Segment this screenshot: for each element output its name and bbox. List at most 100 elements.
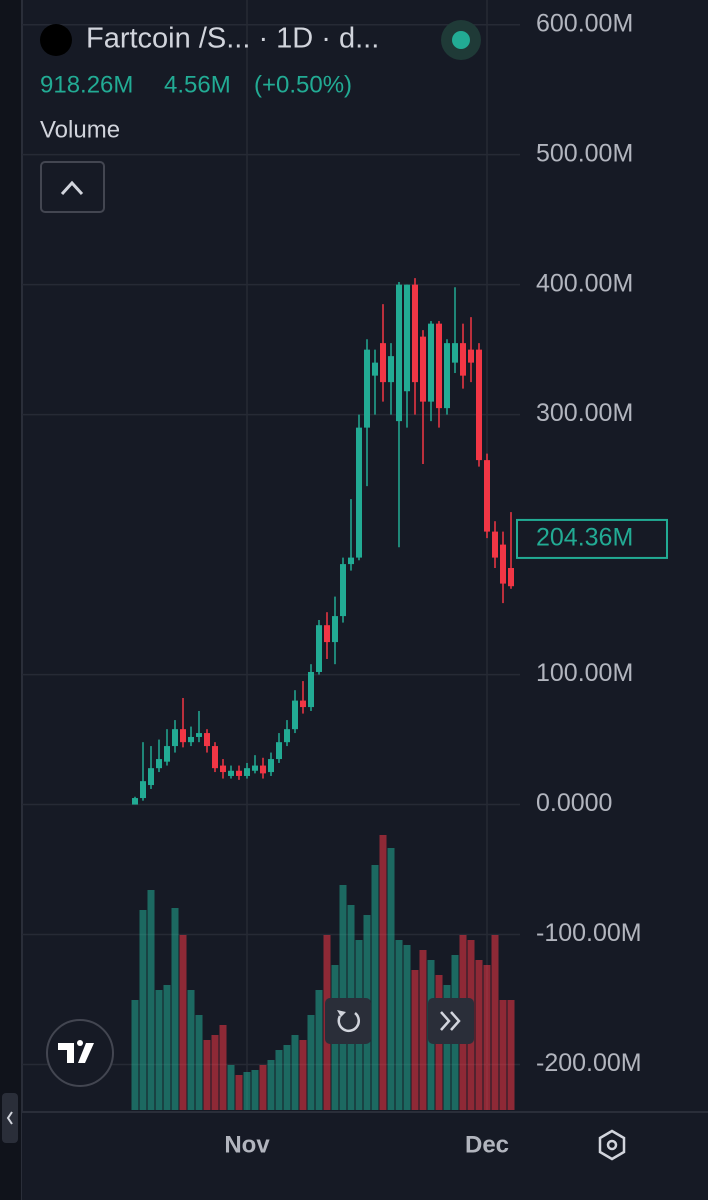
candle-body [276, 742, 282, 760]
candle-body [252, 765, 258, 771]
candle-body [500, 544, 506, 584]
candle-body [444, 343, 450, 409]
coin-icon [40, 24, 72, 56]
volume-bar [235, 1075, 243, 1110]
volume-bar [403, 945, 411, 1110]
volume-bar [147, 890, 155, 1110]
volume-bar [395, 940, 403, 1110]
candle-body [404, 284, 410, 392]
candle-body [412, 284, 418, 383]
candles [132, 278, 514, 805]
volume-bar [259, 1065, 267, 1110]
volume-bar [195, 1015, 203, 1110]
volume-bar [267, 1060, 275, 1110]
volume-bar [491, 935, 499, 1110]
y-tick-label: 500.00M [536, 139, 633, 167]
tv-logo-button[interactable] [46, 1019, 114, 1087]
volume-bar [371, 865, 379, 1110]
candle-body [372, 362, 378, 376]
volume-bar [299, 1040, 307, 1110]
candle-body [228, 770, 234, 776]
candle-body [140, 781, 146, 799]
candle-body [460, 343, 466, 376]
last-price-box [516, 518, 668, 559]
candle-body [268, 759, 274, 773]
candle-body [356, 427, 362, 558]
volume-bar [379, 835, 387, 1110]
volume-bar [171, 908, 179, 1110]
scroll-right-button[interactable] [428, 998, 474, 1044]
volume-bar [219, 1025, 227, 1110]
candle-body [380, 343, 386, 383]
x-axis-area [22, 1113, 708, 1200]
candle-body [316, 625, 322, 672]
tv-logo [58, 1043, 94, 1063]
candle-body [332, 616, 338, 643]
header-change: 4.56M [164, 71, 231, 98]
volume-bar [227, 1065, 235, 1110]
y-tick-label: -100.00M [536, 919, 642, 947]
volume-bar [475, 960, 483, 1110]
candle-body [436, 323, 442, 409]
candle-body [172, 729, 178, 747]
settings-icon-center [606, 1139, 618, 1151]
candle-body [156, 759, 162, 769]
candle-body [452, 343, 458, 363]
y-tick-label: -200.00M [536, 1049, 642, 1077]
volume-bar [307, 1015, 315, 1110]
scroll-right-icon [440, 1011, 461, 1031]
reset-button[interactable] [325, 998, 371, 1044]
y-tick-label: 0.0000 [536, 789, 612, 817]
reset-arrow [337, 1010, 346, 1017]
candle-body [236, 770, 242, 776]
candle-body [492, 531, 498, 558]
axis: -200.00M -100.00M 0.0000 100.00M 300.00M 400.… [516, 9, 668, 1077]
candle-body [476, 349, 482, 461]
candle-body [244, 768, 250, 776]
candle-body [196, 733, 202, 737]
header-value: 918.26M [40, 71, 133, 98]
volume-bar [291, 1035, 299, 1110]
volume-bar [211, 1035, 219, 1110]
status-dot [452, 31, 470, 49]
symbol-title[interactable]: Fartcoin /S... · 1D · d... [86, 23, 379, 55]
grid [22, 0, 520, 1110]
candle-body [324, 625, 330, 643]
volume-bar [155, 990, 163, 1110]
volume-bar [387, 848, 395, 1110]
side-panel-toggle[interactable] [2, 1093, 18, 1143]
y-tick-label: 300.00M [536, 399, 633, 427]
x-tick-label: Nov [224, 1131, 270, 1158]
candle-body [300, 700, 306, 708]
volume-legend: Volume [40, 116, 120, 143]
volume-bar [163, 985, 171, 1110]
candle-body [212, 746, 218, 769]
candle-body [484, 460, 490, 532]
side-panel-icon [6, 1111, 13, 1125]
y-tick-label: 600.00M [536, 9, 633, 37]
volume-bar [483, 965, 491, 1110]
last-price-label: 204.36M [536, 524, 633, 552]
candle-body [508, 567, 514, 587]
volume-bar [499, 1000, 507, 1110]
volume-bar [179, 935, 187, 1110]
volume-bar [411, 970, 419, 1110]
volume-bar [243, 1072, 251, 1110]
settings-icon[interactable] [598, 1129, 626, 1161]
volume-bar [131, 1000, 139, 1110]
reset-icon [337, 1012, 360, 1033]
y-tick-label: 100.00M [536, 659, 633, 687]
candle-body [468, 349, 474, 363]
chevron-icon [60, 180, 84, 196]
tv-logo-dot [77, 1040, 83, 1046]
volume-bar [339, 885, 347, 1110]
collapse-button[interactable] [40, 161, 105, 213]
volume-bar [251, 1070, 259, 1110]
candle-body [428, 323, 434, 402]
volume-bar [507, 1000, 515, 1110]
candle-body [348, 557, 354, 565]
candle-body [220, 765, 226, 773]
